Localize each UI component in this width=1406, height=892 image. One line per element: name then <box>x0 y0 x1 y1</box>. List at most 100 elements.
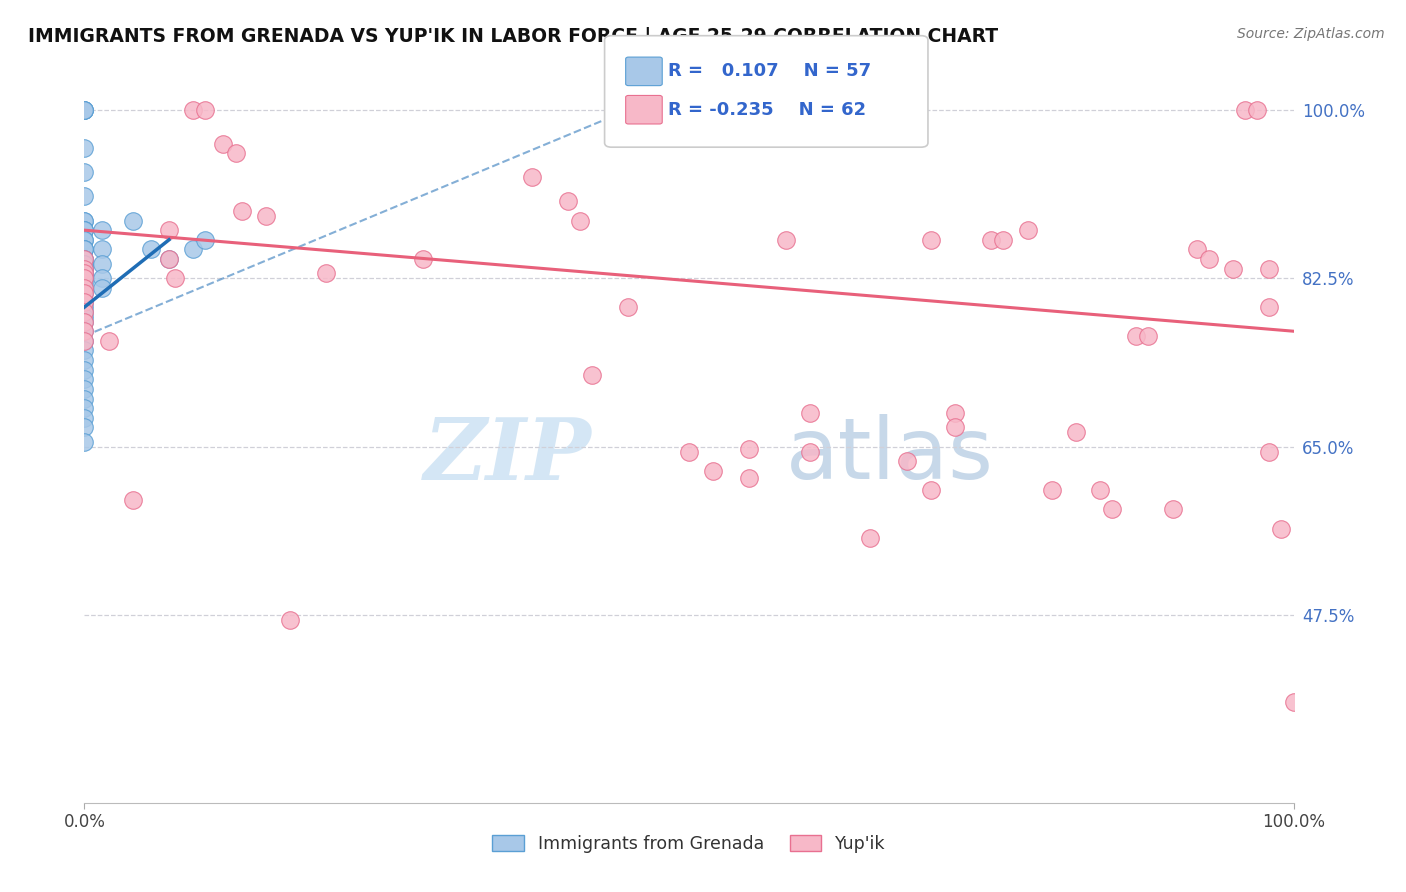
Point <box>73 223 96 237</box>
Point <box>1040 483 1063 497</box>
Point <box>1185 243 1208 257</box>
Point <box>73 141 96 155</box>
Point <box>73 103 96 117</box>
Point <box>73 295 96 310</box>
Point <box>73 372 96 386</box>
Point <box>73 420 96 434</box>
Point <box>157 223 180 237</box>
Point <box>181 103 204 117</box>
Point <box>738 470 761 484</box>
Point <box>91 271 114 285</box>
Point <box>73 223 96 237</box>
Point <box>157 252 180 266</box>
Point <box>1258 444 1281 458</box>
Point <box>73 334 96 348</box>
Point <box>1161 502 1184 516</box>
Point <box>165 271 187 285</box>
Point <box>73 257 96 271</box>
Point <box>91 281 114 295</box>
Point <box>91 223 114 237</box>
Point <box>73 281 96 295</box>
Point <box>73 401 96 416</box>
Point <box>121 213 143 227</box>
Point <box>73 315 96 329</box>
Point <box>73 252 96 266</box>
Point <box>1246 103 1268 117</box>
Point <box>73 362 96 376</box>
Text: R = -0.235    N = 62: R = -0.235 N = 62 <box>668 101 866 119</box>
Point <box>738 442 761 456</box>
Point <box>1258 300 1281 314</box>
Point <box>278 613 301 627</box>
Point <box>73 103 96 117</box>
Point <box>73 257 96 271</box>
Point <box>73 324 96 338</box>
Legend: Immigrants from Grenada, Yup'ik: Immigrants from Grenada, Yup'ik <box>485 828 893 860</box>
Point <box>73 213 96 227</box>
Point <box>920 233 942 247</box>
Point <box>1198 252 1220 266</box>
Point <box>943 420 966 434</box>
Point <box>73 285 96 300</box>
Point <box>920 483 942 497</box>
Point <box>412 252 434 266</box>
Point <box>1064 425 1087 440</box>
Point <box>73 271 96 285</box>
Point <box>73 382 96 396</box>
Point <box>73 103 96 117</box>
Text: IMMIGRANTS FROM GRENADA VS YUP'IK IN LABOR FORCE | AGE 25-29 CORRELATION CHART: IMMIGRANTS FROM GRENADA VS YUP'IK IN LAB… <box>28 27 998 46</box>
Point <box>254 209 277 223</box>
Point <box>212 136 235 151</box>
Point <box>1017 223 1039 237</box>
Point <box>73 295 96 310</box>
Point <box>73 310 96 324</box>
Point <box>97 334 120 348</box>
Point <box>73 271 96 285</box>
Point <box>73 281 96 295</box>
Point <box>799 406 821 420</box>
Point <box>1088 483 1111 497</box>
Point <box>1258 261 1281 276</box>
Text: ZIP: ZIP <box>425 414 592 497</box>
Point <box>1234 103 1257 117</box>
Point <box>139 243 162 257</box>
Point <box>799 444 821 458</box>
Point <box>181 243 204 257</box>
Point <box>73 223 96 237</box>
Point <box>1282 695 1305 709</box>
Text: Source: ZipAtlas.com: Source: ZipAtlas.com <box>1237 27 1385 41</box>
Point <box>73 392 96 406</box>
Point <box>194 103 217 117</box>
Point <box>557 194 579 209</box>
Point <box>1137 329 1160 343</box>
Point <box>569 213 592 227</box>
Point <box>73 334 96 348</box>
Point <box>73 267 96 281</box>
Point <box>859 531 882 545</box>
Point <box>520 170 543 185</box>
Point <box>157 252 180 266</box>
Point <box>73 434 96 449</box>
Point <box>194 233 217 247</box>
Point <box>73 165 96 179</box>
Point <box>73 271 96 285</box>
Point <box>73 305 96 319</box>
Point <box>73 261 96 276</box>
Point <box>980 233 1002 247</box>
Point <box>73 353 96 368</box>
Text: atlas: atlas <box>786 414 994 497</box>
Point <box>702 464 724 478</box>
Point <box>678 444 700 458</box>
Point <box>73 267 96 281</box>
Point <box>315 267 337 281</box>
Point <box>73 261 96 276</box>
Point <box>73 233 96 247</box>
Point <box>1222 261 1244 276</box>
Point <box>91 243 114 257</box>
Point <box>91 257 114 271</box>
Point <box>73 305 96 319</box>
Point <box>225 146 247 161</box>
Point <box>231 203 253 218</box>
Point <box>993 233 1015 247</box>
Point <box>581 368 603 382</box>
